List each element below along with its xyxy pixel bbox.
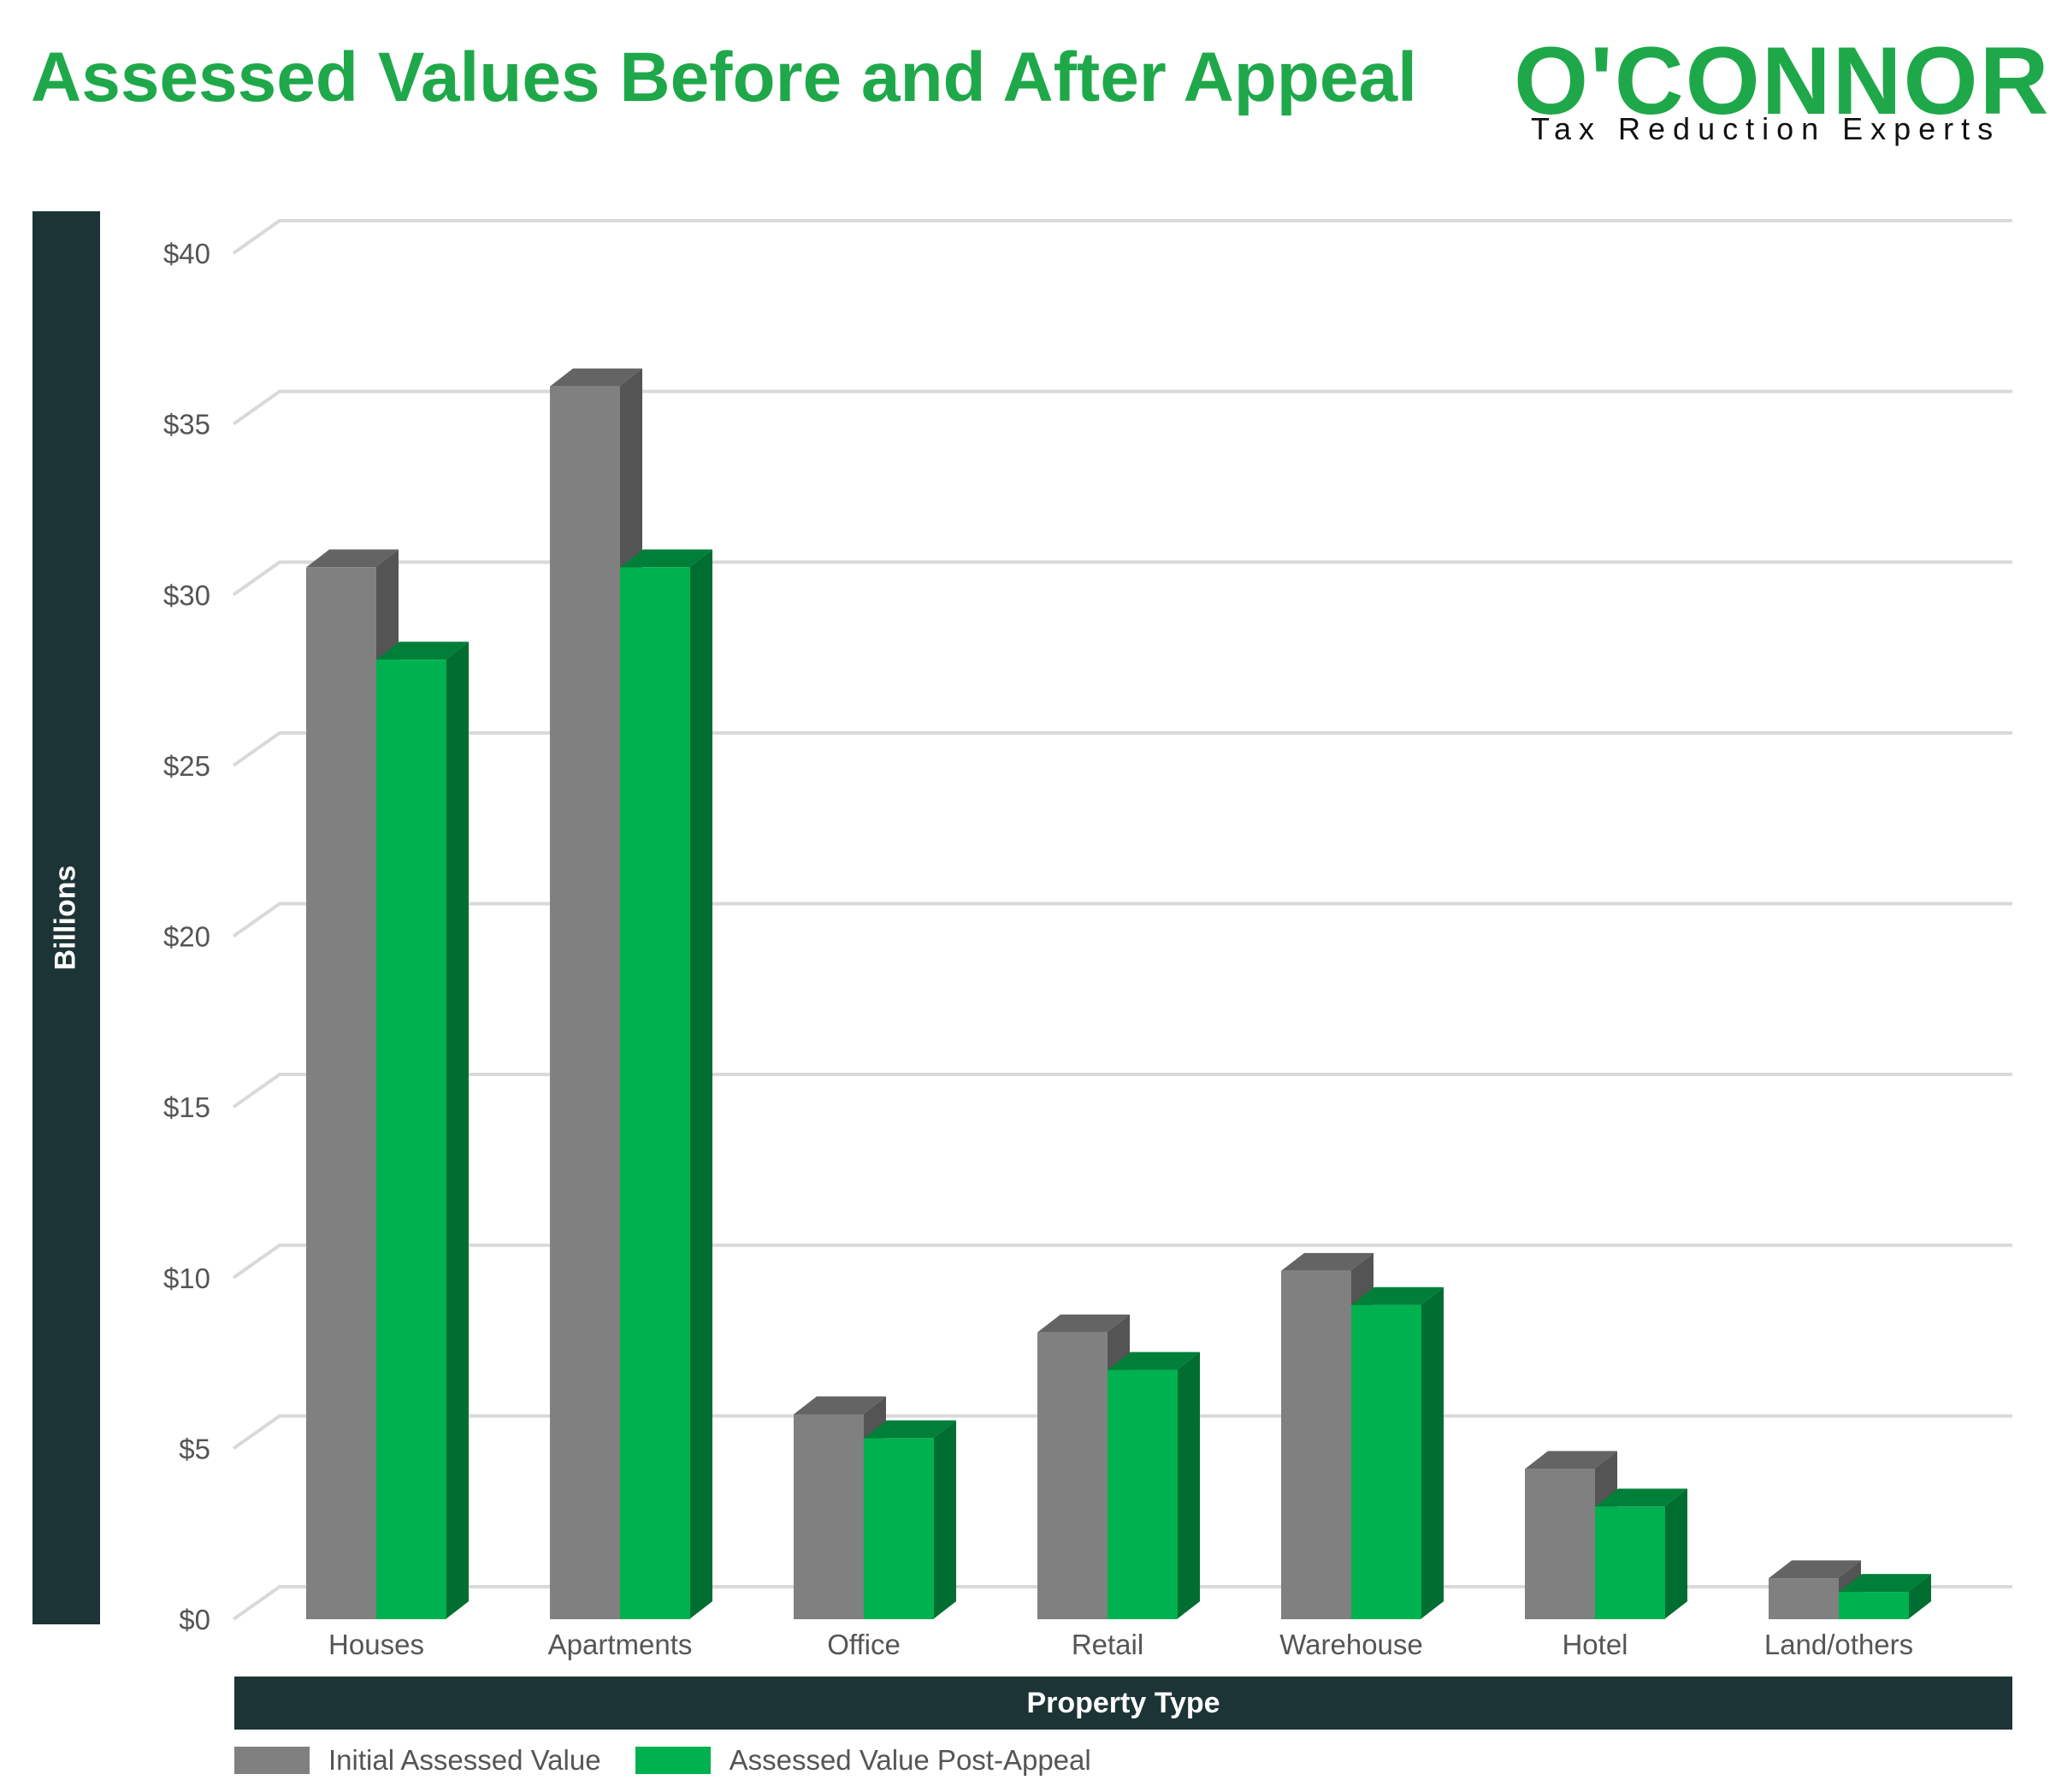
bar-top <box>1351 1286 1444 1305</box>
bar-front <box>794 1414 864 1619</box>
legend-label-initial: Initial Assessed Value <box>328 1744 601 1776</box>
bar-front <box>1595 1506 1665 1619</box>
y-axis-label-panel <box>32 211 100 1624</box>
bar <box>620 549 712 1620</box>
x-tick-label: Retail <box>1072 1629 1143 1660</box>
bar-top <box>1769 1560 1861 1579</box>
bar-side <box>1177 1351 1200 1619</box>
bar <box>376 642 469 1620</box>
x-tick-label: Warehouse <box>1279 1629 1423 1660</box>
y-tick-label: $30 <box>163 579 210 611</box>
y-tick-label: $20 <box>163 921 210 953</box>
bar-top <box>1839 1574 1931 1593</box>
logo-tagline: Tax Reduction Experts <box>1531 111 2001 146</box>
bar-side <box>1421 1286 1444 1619</box>
bar-top <box>1108 1351 1200 1370</box>
legend: Initial Assessed Value Assessed Value Po… <box>234 1742 1125 1778</box>
gridline <box>232 560 2012 596</box>
bar <box>1108 1351 1200 1619</box>
bar-top <box>1525 1451 1617 1470</box>
bar <box>864 1420 956 1619</box>
gridline <box>232 389 2012 426</box>
gridline <box>232 1073 2012 1109</box>
bar <box>1595 1488 1687 1619</box>
x-tick-label: Office <box>827 1629 901 1660</box>
bar-front <box>1769 1578 1839 1619</box>
gridline <box>232 730 2012 767</box>
bar-front <box>376 659 446 1620</box>
bar-top <box>376 642 469 660</box>
bar-front <box>1281 1270 1351 1619</box>
y-tick-label: $5 <box>179 1433 210 1464</box>
x-tick-label: Houses <box>328 1629 424 1660</box>
bar-side <box>1908 1574 1931 1619</box>
logo-wordmark: O'CONNOR <box>1514 27 2050 134</box>
bar-front <box>620 567 690 1619</box>
gridline <box>232 219 2012 255</box>
oconnor-logo: O'CONNOR Tax Reduction Experts <box>1514 26 2049 154</box>
x-axis-label-panel: Property Type <box>234 1677 2012 1730</box>
bar-front <box>1839 1592 1909 1619</box>
bar-top <box>1281 1252 1374 1271</box>
bar <box>1351 1286 1444 1619</box>
bar-top <box>794 1396 886 1415</box>
bar-top <box>1037 1314 1130 1333</box>
bar-front <box>1037 1332 1108 1619</box>
bar-side <box>933 1420 956 1619</box>
bar-top <box>864 1420 956 1439</box>
legend-label-post-appeal: Assessed Value Post-Appeal <box>729 1744 1091 1776</box>
bar-side <box>689 549 712 1620</box>
bar-front <box>864 1438 934 1619</box>
bar-front <box>1108 1369 1178 1619</box>
y-tick-label: $0 <box>179 1604 210 1635</box>
y-tick-label: $15 <box>163 1091 210 1123</box>
y-tick-label: $40 <box>163 238 210 269</box>
bar-top <box>550 368 642 387</box>
gridline <box>232 902 2012 938</box>
legend-item-initial: Initial Assessed Value <box>234 1744 601 1777</box>
bar-top <box>306 549 399 568</box>
chart-title: Assessed Values Before and After Appeal <box>31 38 1417 116</box>
bar-front <box>1351 1304 1421 1619</box>
bar-side <box>446 642 469 1619</box>
bar-top <box>620 549 712 568</box>
x-tick-label: Hotel <box>1562 1629 1628 1660</box>
legend-swatch-initial <box>234 1747 310 1774</box>
bar-front <box>1525 1469 1595 1619</box>
y-tick-label: $10 <box>163 1263 210 1294</box>
bar-front <box>550 386 620 1619</box>
x-tick-label: Land/others <box>1764 1629 1913 1660</box>
bar-top <box>1595 1488 1687 1507</box>
legend-item-post-appeal: Assessed Value Post-Appeal <box>635 1744 1091 1777</box>
x-tick-label: Apartments <box>548 1629 693 1660</box>
x-axis-label: Property Type <box>1026 1687 1220 1719</box>
y-tick-label: $35 <box>163 409 210 441</box>
bar <box>1839 1574 1931 1619</box>
bar-front <box>306 567 376 1619</box>
gridline <box>232 1243 2012 1280</box>
legend-swatch-post-appeal <box>635 1747 711 1774</box>
y-tick-label: $25 <box>163 750 210 782</box>
bar-side <box>1664 1488 1687 1619</box>
